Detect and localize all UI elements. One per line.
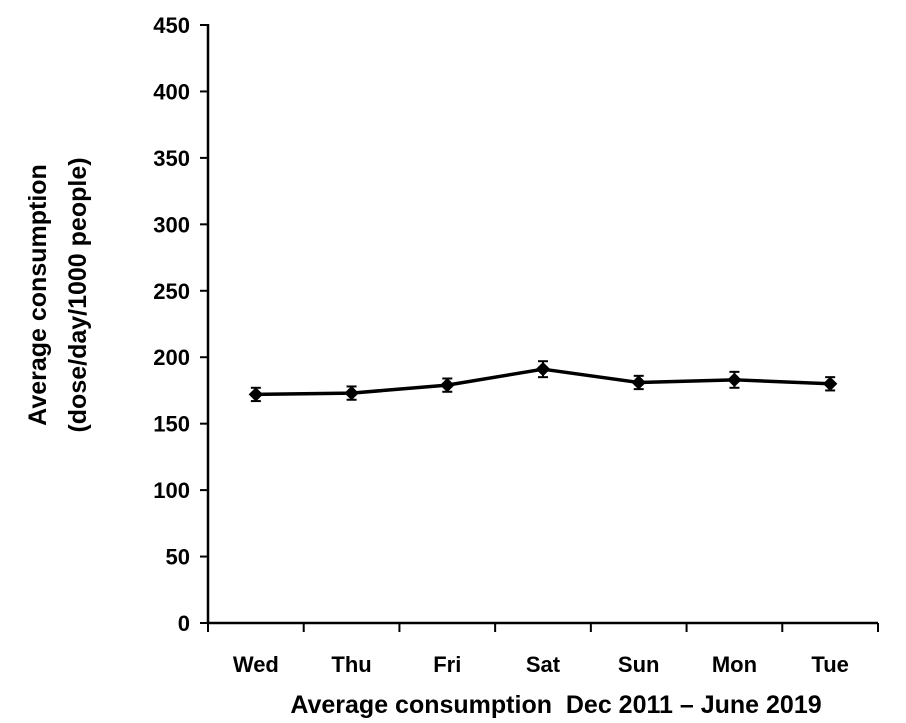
data-point-marker bbox=[822, 376, 838, 392]
data-point-marker bbox=[440, 377, 455, 393]
x-axis-title: Average consumption Dec 2011 – June 2019 bbox=[290, 691, 821, 719]
y-axis-ticks: 0 50 100 150 200 250 300 350 400 450 bbox=[153, 13, 208, 636]
y-tick-label: 0 bbox=[178, 611, 190, 636]
data-point-marker bbox=[248, 387, 264, 402]
x-tick-label: Sat bbox=[526, 652, 561, 677]
data-point-marker bbox=[631, 375, 646, 390]
y-tick-label: 400 bbox=[153, 79, 190, 104]
y-axis-title-line-2: (dose/day/1000 people) bbox=[64, 157, 92, 432]
y-tick-label: 250 bbox=[153, 279, 190, 304]
y-tick-label: 300 bbox=[153, 212, 190, 237]
x-tick-label: Mon bbox=[712, 652, 757, 677]
data-point-marker bbox=[535, 361, 551, 377]
x-axis-ticks: Wed Thu Fri Sat Sun Mon Tue bbox=[207, 623, 879, 677]
series-group bbox=[248, 360, 838, 403]
y-tick-label: 350 bbox=[153, 146, 190, 171]
x-tick-label: Tue bbox=[811, 652, 848, 677]
x-tick-label: Thu bbox=[331, 652, 371, 677]
x-tick-label: Wed bbox=[233, 652, 279, 677]
data-point-marker bbox=[344, 385, 359, 401]
y-tick-label: 100 bbox=[153, 478, 190, 503]
y-tick-label: 200 bbox=[153, 345, 190, 370]
y-tick-label: 450 bbox=[153, 13, 190, 38]
y-tick-label: 150 bbox=[153, 412, 190, 437]
x-tick-label: Fri bbox=[433, 652, 461, 677]
y-tick-label: 50 bbox=[166, 545, 190, 570]
x-tick-label: Sun bbox=[618, 652, 660, 677]
data-point-marker bbox=[727, 372, 742, 388]
y-axis-title-line-1: Average consumption bbox=[24, 164, 52, 426]
